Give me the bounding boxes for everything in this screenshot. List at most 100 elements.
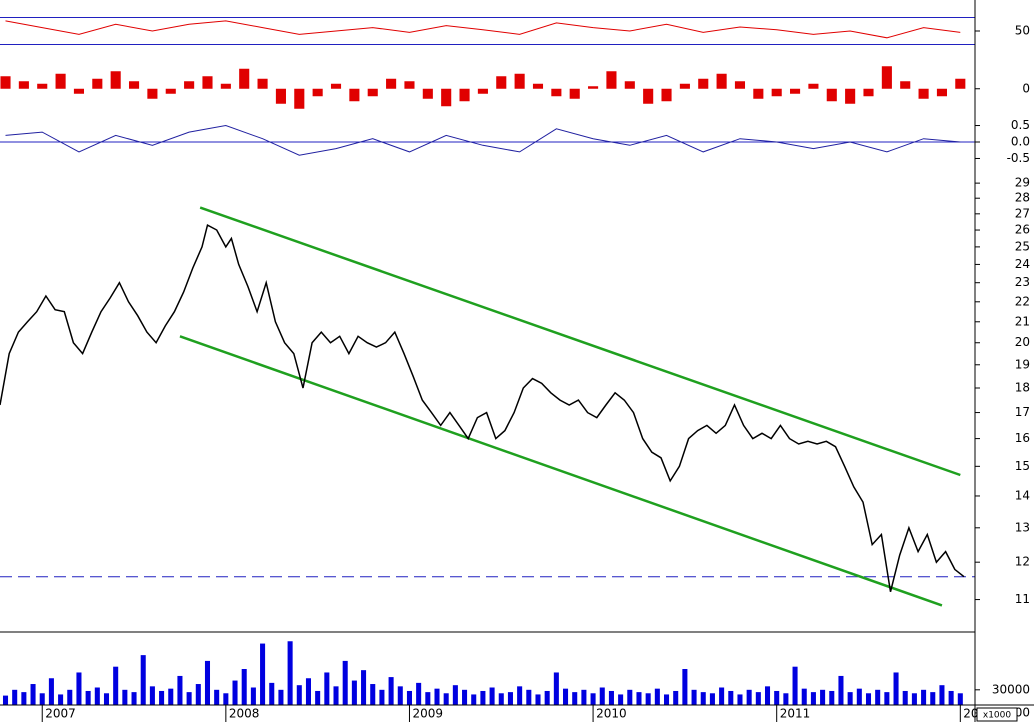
bar xyxy=(572,692,578,705)
bar xyxy=(790,88,801,94)
bar xyxy=(76,672,82,705)
bar xyxy=(654,688,660,705)
bar xyxy=(459,88,470,102)
y-tick-label: -0.5 xyxy=(1007,151,1030,165)
bar xyxy=(808,83,819,89)
bar xyxy=(149,686,155,705)
bar xyxy=(700,692,706,705)
bar xyxy=(434,688,440,705)
bar xyxy=(2,695,9,705)
bar xyxy=(643,88,654,104)
series-line xyxy=(0,223,965,592)
bar xyxy=(55,73,66,89)
bar xyxy=(349,88,360,102)
bar xyxy=(838,675,844,705)
bar xyxy=(679,83,690,89)
y-tick-label: 24 xyxy=(1015,257,1030,271)
x-tick-label: 2010 xyxy=(596,707,627,721)
bar xyxy=(232,680,238,705)
bar xyxy=(204,660,211,705)
bar xyxy=(636,692,642,705)
bar xyxy=(48,678,54,705)
y-tick-label: 0 xyxy=(1022,81,1030,95)
unit-box xyxy=(976,707,1018,722)
bar xyxy=(517,686,523,705)
x-tick-label: 2011 xyxy=(780,707,811,721)
bar xyxy=(422,88,433,99)
bar xyxy=(425,692,431,705)
y-tick-label: 11 xyxy=(1015,592,1030,606)
bar xyxy=(67,689,73,705)
bar xyxy=(452,685,458,705)
bar xyxy=(599,687,605,705)
bar xyxy=(728,690,734,705)
bar xyxy=(553,672,559,705)
bar xyxy=(608,690,614,705)
bar xyxy=(845,88,856,104)
bar xyxy=(275,88,286,104)
bar xyxy=(957,693,963,705)
y-tick-label: 15 xyxy=(1015,459,1030,473)
bar xyxy=(165,88,176,94)
bar xyxy=(606,71,617,89)
bar xyxy=(771,88,782,97)
bar xyxy=(214,689,220,705)
bar xyxy=(921,689,927,705)
bar xyxy=(881,66,892,89)
bar xyxy=(471,694,477,705)
y-tick-label: 13 xyxy=(1015,520,1030,534)
bar xyxy=(294,88,305,109)
bar xyxy=(498,693,504,705)
bar xyxy=(624,81,635,89)
bar xyxy=(645,693,651,705)
bar xyxy=(12,689,18,705)
bar xyxy=(177,675,183,705)
bar xyxy=(241,669,247,705)
y-tick-label: 14 xyxy=(1015,488,1030,502)
bar xyxy=(792,666,798,705)
bar xyxy=(955,78,966,89)
bar xyxy=(147,88,158,99)
y-tick-label: 12 xyxy=(1015,555,1030,569)
bar xyxy=(330,83,342,89)
y-tick-label: 21 xyxy=(1015,314,1030,328)
y-tick-label: 23 xyxy=(1015,275,1030,289)
bar xyxy=(948,690,954,705)
bar xyxy=(361,670,367,705)
bar xyxy=(379,689,385,705)
bar xyxy=(673,690,679,705)
bar xyxy=(496,76,507,89)
bar xyxy=(820,689,826,705)
trend-line xyxy=(199,206,961,477)
bar xyxy=(122,689,128,705)
bar xyxy=(388,677,394,705)
bar xyxy=(930,692,936,705)
bar xyxy=(875,689,881,705)
bar xyxy=(569,88,580,99)
bar xyxy=(342,660,348,705)
bar xyxy=(18,81,29,89)
bar xyxy=(195,684,201,705)
y-tick-label: 16 xyxy=(1015,431,1030,445)
bar xyxy=(73,88,85,94)
bar xyxy=(563,688,569,705)
volume-area xyxy=(2,641,963,705)
plot-area xyxy=(0,17,975,607)
y-tick-label: 29 xyxy=(1015,176,1030,190)
bar xyxy=(37,83,48,89)
y-tick-label: 22 xyxy=(1015,294,1030,308)
bar xyxy=(131,692,137,705)
bar xyxy=(847,692,853,705)
bar xyxy=(39,693,45,705)
trend-line xyxy=(179,335,943,607)
bar xyxy=(902,690,908,705)
bar xyxy=(535,694,541,705)
bar xyxy=(278,689,284,705)
bar xyxy=(333,686,339,705)
bar xyxy=(755,692,761,705)
bar xyxy=(939,685,945,705)
x-tick-label: 2009 xyxy=(412,707,443,721)
bar xyxy=(863,88,874,97)
x-tick-label: 2008 xyxy=(229,707,260,721)
